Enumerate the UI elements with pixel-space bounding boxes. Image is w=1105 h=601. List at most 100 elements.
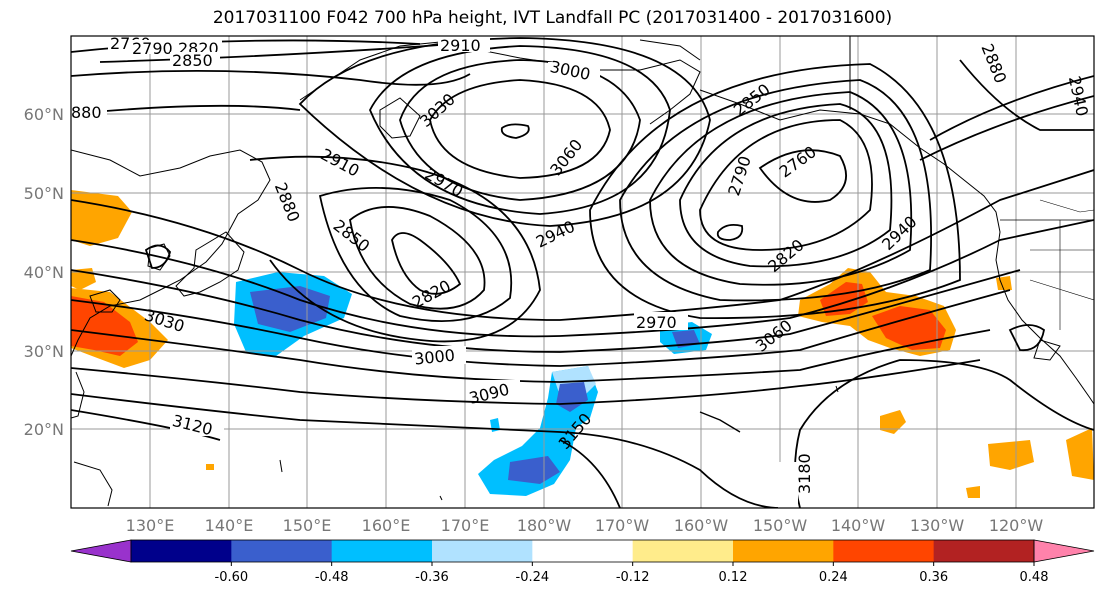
lon-label: 130°E [126, 516, 175, 535]
ivt-strong-negative-area [250, 286, 330, 332]
contour-line [71, 269, 1021, 353]
colorbar-label: -0.12 [616, 570, 650, 585]
ivt-positive-area [206, 464, 214, 470]
hawaii-islands [699, 411, 741, 433]
contour-label: 2970 [636, 313, 677, 332]
contour-line [71, 409, 221, 441]
colorbar: -0.60 -0.48 -0.36 -0.24 -0.12 0.12 0.24 0.36 0.4… [70, 539, 1095, 585]
lon-label: 140°W [831, 516, 886, 535]
contour-line [71, 359, 981, 405]
colorbar-ticks [230, 562, 1035, 566]
colorbar-segment [933, 540, 1035, 562]
contour-line [71, 289, 1011, 367]
lon-label: 150°E [283, 516, 332, 535]
lon-label: 140°E [205, 516, 254, 535]
ivt-strong-positive-area [872, 306, 946, 350]
contour-line [500, 123, 530, 139]
lon-label: 180°W [517, 516, 572, 535]
contour-line [716, 223, 744, 241]
contour-line [249, 155, 541, 343]
contour-line [589, 63, 961, 319]
colorbar-label: -0.60 [215, 570, 249, 585]
contour-line [369, 45, 671, 215]
map-frame [70, 35, 1095, 509]
contour-line [929, 75, 1094, 141]
alaska-coastline [639, 39, 701, 61]
colorbar-segment [231, 540, 333, 562]
ivt-positive-area [966, 486, 980, 498]
contour-line [429, 79, 611, 179]
ivt-positive-area [880, 410, 906, 434]
lon-label: 130°W [910, 516, 965, 535]
contour-line [71, 169, 1094, 321]
ivt-strong-negative-area [508, 456, 560, 484]
lon-label: 170°E [441, 516, 490, 535]
contour-label: 3000 [413, 346, 455, 369]
contour-line [919, 95, 1094, 161]
contour-line [71, 329, 991, 383]
lon-label: 160°W [674, 516, 729, 535]
ivt-positive-area [988, 440, 1034, 470]
contour-line [391, 232, 462, 295]
ivt-positive-area [1066, 428, 1094, 480]
contour-line [298, 37, 711, 227]
colorbar-segment [833, 540, 935, 562]
contour-line [318, 187, 513, 322]
lat-label: 50°N [24, 184, 64, 203]
contour-label: 3180 [795, 453, 814, 494]
ivt-strong-positive-area [71, 296, 138, 356]
colorbar-segment [331, 540, 433, 562]
contour-line [619, 79, 932, 302]
colorbar-outline [130, 539, 1035, 563]
colorbar-segments [70, 539, 1095, 563]
lon-label: 170°W [595, 516, 650, 535]
contour-line [349, 206, 486, 310]
state-borders [1039, 199, 1094, 213]
baja-coastline [1033, 339, 1061, 361]
longitude-labels: 130°E 140°E 150°E 160°E 170°E 180°W 170°… [126, 516, 1044, 535]
ivt-positive-area [71, 190, 132, 246]
colorbar-low-extend [70, 539, 132, 563]
colorbar-high-extend [1033, 539, 1095, 563]
latitude-labels: 60°N 50°N 40°N 30°N 20°N [24, 105, 64, 439]
asia-coastline [71, 149, 271, 357]
colorbar-segment [131, 540, 232, 562]
lat-label: 30°N [24, 342, 64, 361]
colorbar-segment [432, 540, 533, 562]
contour-label: 880 [71, 103, 102, 122]
colorbar-label: 0.24 [819, 570, 848, 585]
contour-line [794, 359, 1094, 508]
contour-line [679, 103, 893, 268]
colorbar-label: -0.24 [516, 570, 550, 585]
ivt-positive-area [996, 276, 1012, 290]
map-panel: 2760 2790 2820 2850 880 2910 3000 3030 3… [70, 35, 1095, 509]
kamchatka-coastline [379, 97, 421, 139]
colorbar-label: -0.36 [415, 570, 449, 585]
north-america-coastline [699, 89, 1094, 405]
lat-label: 60°N [24, 105, 64, 124]
lon-label: 120°W [989, 516, 1044, 535]
ivt-shading [71, 190, 1094, 498]
colorbar-segment [733, 540, 834, 562]
contour-line [559, 439, 621, 508]
contour-line [71, 104, 301, 115]
contour-label: 2910 [440, 36, 481, 55]
contour-line [71, 69, 471, 86]
contour-line [758, 149, 847, 203]
coastlines [71, 36, 1094, 507]
lon-label: 150°W [753, 516, 808, 535]
contour-label: 2790 [132, 39, 173, 58]
colorbar-label: 0.48 [1020, 570, 1049, 585]
colorbar-labels: -0.60 -0.48 -0.36 -0.24 -0.12 0.12 0.24 0.36 0.4… [215, 570, 1049, 585]
colorbar-label: 0.12 [719, 570, 748, 585]
island-coastline [73, 461, 113, 507]
philippines-coastline [71, 371, 85, 419]
contour-line [71, 393, 781, 508]
page-title: 2017031100 F042 700 hPa height, IVT Land… [212, 8, 893, 28]
contour-line [699, 119, 873, 251]
contour-line [144, 244, 171, 269]
state-borders [1029, 220, 1094, 330]
contour-label: 2850 [172, 51, 213, 70]
height-contours [71, 37, 1094, 508]
colorbar-label: 0.36 [919, 570, 948, 585]
